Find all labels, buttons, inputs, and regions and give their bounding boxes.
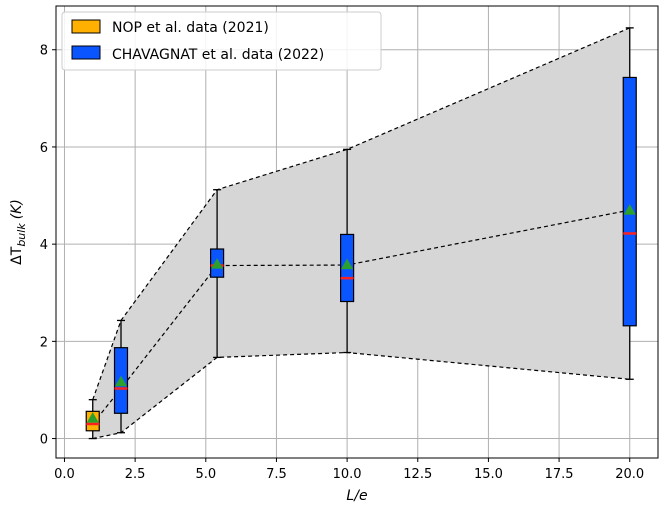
y-axis-label: ΔTbulk (K) — [9, 199, 28, 265]
y-axis-label-sub: bulk — [15, 223, 28, 247]
plot-frame — [55, 5, 659, 459]
boxes — [85, 27, 637, 440]
legend-frame — [61, 11, 382, 71]
mean-marker — [211, 258, 224, 269]
y-tick-label: 4 — [40, 238, 48, 253]
mean-marker — [115, 375, 128, 387]
legend-label-chavagnat: CHAVAGNAT et al. data (2022) — [112, 47, 324, 63]
mean-marker — [86, 412, 99, 423]
envelope-fill — [92, 27, 630, 439]
x-tick-label: 5.0 — [195, 467, 216, 482]
x-tick-label: 12.5 — [403, 467, 432, 482]
ticks: 0.0 2.5 5.0 7.5 10.0 12.5 15.0 17.5 20.0 0 2 4 6 8 — [40, 44, 644, 482]
legend-label-nop: NOP et al. data (2021) — [112, 20, 269, 36]
x-tick-label: 10.0 — [333, 467, 362, 482]
box — [622, 76, 637, 327]
mean-marker — [623, 204, 636, 215]
legend-swatch-nop — [71, 19, 101, 34]
mean-marker — [341, 258, 354, 270]
y-axis-label-unit: (K) — [9, 199, 25, 219]
y-tick-label: 8 — [40, 44, 48, 59]
y-tick-label: 6 — [40, 141, 48, 156]
legend: NOP et al. data (2021) CHAVAGNAT et al. … — [61, 11, 382, 71]
x-tick-label: 7.5 — [266, 467, 287, 482]
x-tick-label: 15.0 — [474, 467, 503, 482]
x-axis-label: L/e — [346, 488, 367, 504]
legend-swatch-chavagnat — [71, 45, 101, 60]
box-plot — [85, 399, 100, 440]
y-tick-label: 0 — [40, 433, 48, 448]
y-axis-label-main: ΔT — [9, 246, 25, 265]
x-tick-label: 2.5 — [125, 467, 146, 482]
x-tick-label: 0.0 — [54, 467, 75, 482]
y-tick-label: 2 — [40, 335, 48, 350]
envelope-middle-line — [92, 209, 630, 425]
box-plot — [340, 148, 355, 354]
x-tick-label: 17.5 — [545, 467, 574, 482]
box-plot — [113, 319, 129, 434]
envelope — [92, 27, 630, 440]
box-plot — [622, 27, 637, 380]
box-plot — [209, 189, 225, 359]
x-tick-label: 20.0 — [615, 467, 644, 482]
